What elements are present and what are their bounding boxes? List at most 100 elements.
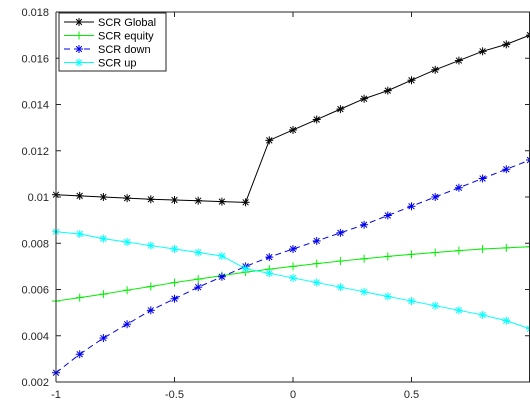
- series-line-2: [55, 159, 530, 374]
- data-point: [431, 193, 440, 201]
- legend-label: SCR up: [98, 58, 137, 70]
- data-point: [123, 286, 132, 295]
- data-point: [407, 76, 416, 85]
- series-3: [52, 227, 530, 333]
- y-tick-label: 0.004: [21, 331, 49, 343]
- data-point: [383, 86, 392, 95]
- data-point: [146, 195, 155, 204]
- data-point: [383, 252, 392, 261]
- data-point: [289, 245, 297, 254]
- data-point: [360, 220, 369, 229]
- data-point: [407, 250, 416, 259]
- data-point: [526, 324, 530, 333]
- data-point: [336, 257, 345, 266]
- legend-box: [58, 12, 167, 72]
- data-point: [502, 316, 511, 325]
- data-point: [502, 40, 511, 49]
- x-tick-label: 0.5: [404, 389, 419, 401]
- data-point: [170, 245, 179, 254]
- data-point: [526, 156, 530, 164]
- data-point: [502, 165, 511, 174]
- data-point: [526, 242, 530, 251]
- data-point: [454, 246, 463, 255]
- data-point: [383, 211, 392, 220]
- data-point: [502, 243, 511, 252]
- data-point: [194, 196, 203, 205]
- x-tick-label: 0: [290, 389, 296, 401]
- y-tick-label: 0.014: [21, 100, 49, 112]
- data-point: [312, 259, 321, 268]
- data-point: [478, 245, 487, 254]
- data-point: [336, 228, 345, 237]
- data-point: [217, 272, 226, 281]
- legend-label: SCR Global: [98, 17, 156, 29]
- data-point: [146, 282, 155, 291]
- data-point: [123, 194, 132, 203]
- plot-area: [56, 12, 530, 382]
- data-point: [312, 278, 321, 287]
- data-point: [454, 306, 463, 315]
- legend-item: SCR down: [64, 44, 151, 56]
- y-tick-label: 0.018: [21, 7, 49, 19]
- data-point: [526, 31, 530, 40]
- y-tick-label: 0.002: [21, 377, 49, 389]
- data-point: [146, 306, 155, 315]
- y-tick-label: 0.006: [21, 285, 49, 297]
- data-point: [383, 292, 392, 301]
- data-point: [194, 248, 203, 257]
- data-point: [431, 248, 440, 257]
- data-point: [265, 253, 274, 262]
- data-point: [289, 125, 297, 134]
- data-point: [170, 278, 179, 287]
- legend-marker: [75, 18, 83, 26]
- legend-label: SCR down: [98, 44, 151, 56]
- data-point: [75, 191, 84, 200]
- data-point: [454, 183, 463, 192]
- x-tick-label: -1: [51, 389, 61, 401]
- data-point: [241, 198, 250, 207]
- legend-item: SCR Global: [64, 17, 156, 29]
- legend-marker: [75, 58, 83, 67]
- data-point: [265, 269, 274, 278]
- data-point: [75, 230, 84, 238]
- legend-marker: [75, 31, 83, 40]
- data-point: [99, 193, 108, 201]
- data-point: [478, 174, 487, 183]
- data-point: [123, 320, 132, 329]
- data-point: [217, 197, 226, 206]
- data-point: [99, 334, 108, 343]
- y-tick-label: 0.008: [21, 238, 49, 250]
- data-point: [431, 65, 440, 74]
- data-point: [360, 94, 369, 103]
- legend-marker: [75, 45, 83, 53]
- data-point: [454, 56, 463, 65]
- data-point: [241, 264, 250, 273]
- data-point: [360, 287, 369, 296]
- data-point: [99, 290, 108, 299]
- data-point: [170, 294, 179, 303]
- series-2: [52, 156, 530, 377]
- data-point: [312, 115, 321, 124]
- data-point: [478, 47, 487, 56]
- data-point: [265, 136, 274, 145]
- data-point: [99, 234, 108, 243]
- series-layer: [52, 31, 530, 377]
- series-0: [52, 31, 530, 207]
- data-point: [336, 105, 345, 114]
- data-point: [312, 236, 321, 245]
- y-tick-label: 0.01: [28, 192, 49, 204]
- data-point: [75, 293, 84, 302]
- data-point: [360, 254, 369, 263]
- data-point: [170, 196, 179, 205]
- data-point: [289, 273, 297, 282]
- y-tick-label: 0.016: [21, 53, 49, 65]
- data-point: [146, 241, 155, 250]
- data-point: [431, 301, 440, 310]
- data-point: [336, 283, 345, 292]
- data-point: [75, 350, 84, 359]
- data-point: [194, 275, 203, 284]
- data-point: [289, 262, 297, 271]
- data-point: [407, 297, 416, 306]
